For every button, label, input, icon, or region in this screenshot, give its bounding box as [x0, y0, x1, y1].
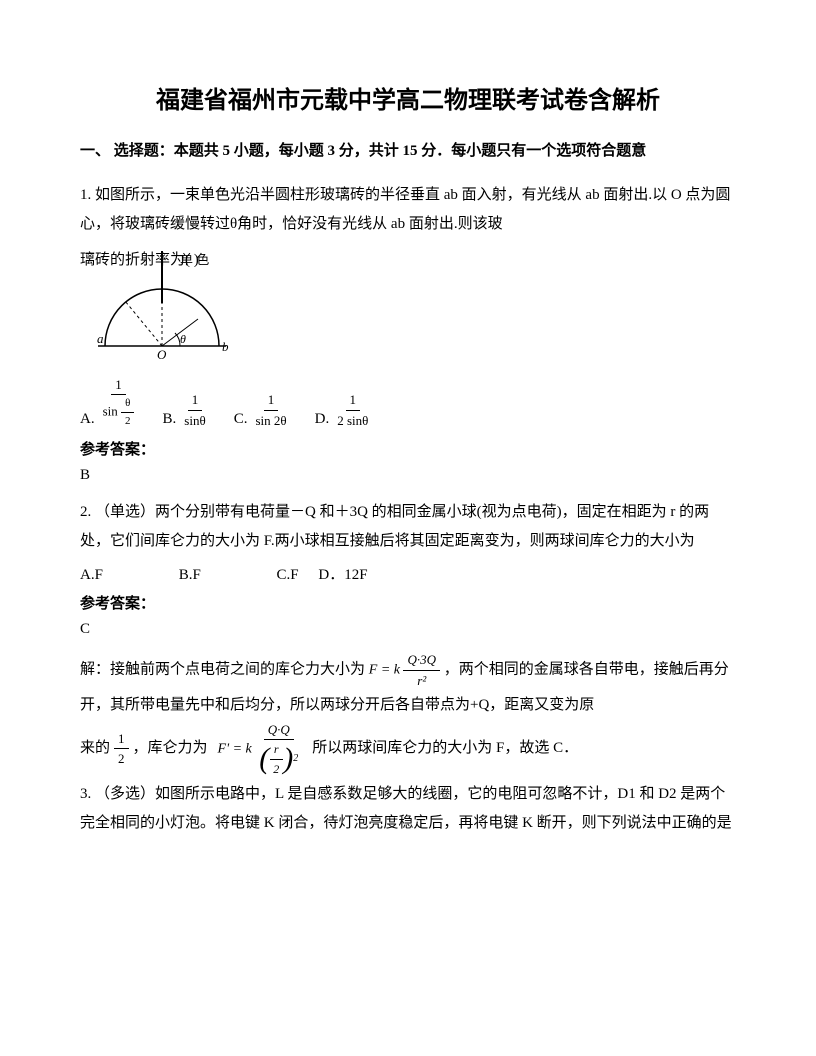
q2-answer: C [80, 621, 736, 638]
label-o: O [157, 347, 167, 362]
q2-explain-2: 来的 1 2 ，库仑力为 F' = k Q·Q ( r 2 ) 2 所以两球间库… [80, 722, 736, 776]
page-title: 福建省福州市元载中学高二物理联考试卷含解析 [80, 80, 736, 115]
q1-answer-label: 参考答案： [80, 438, 736, 459]
q1-choice-c: C. 1 sin 2θ [234, 392, 291, 428]
q2-answer-label: 参考答案： [80, 592, 736, 613]
label-theta: θ [180, 332, 186, 346]
q2-text: 2. （单选）两个分别带有电荷量－Q 和＋3Q 的相同金属小球(视为点电荷)，固… [80, 498, 736, 555]
formula-1: F = k Q·3Q r² [369, 652, 440, 688]
section-1-heading: 一、 选择题：本题共 5 小题，每小题 3 分，共计 15 分．每小题只有一个选… [80, 139, 736, 163]
q3-text: 3. （多选）如图所示电路中，L 是自感系数足够大的线圈，它的电阻可忽略不计，D… [80, 780, 736, 837]
label-top: 单 色 [180, 252, 209, 267]
q1-diagram: 单 色 a b O θ [80, 251, 250, 371]
q1-choices: A. 1 sin θ 2 B. 1 sinθ C. 1 sin 2θ D. 1 [80, 377, 736, 429]
q1-choice-a: A. 1 sin θ 2 [80, 377, 139, 429]
label-a: a [97, 331, 104, 346]
q1-answer: B [80, 467, 736, 484]
q2-choices: A.F B.F C.F D．12F [80, 563, 736, 584]
label-b: b [222, 339, 229, 354]
q1-choice-b: B. 1 sinθ [163, 392, 210, 428]
formula-2: F' = k Q·Q ( r 2 ) 2 [218, 722, 303, 776]
q1-choice-d: D. 1 2 sinθ [315, 392, 373, 428]
q2-explain: 解：接触前两个点电荷之间的库仑力大小为 F = k Q·3Q r² ，两个相同的… [80, 652, 736, 721]
q1-text-before: 1. 如图所示，一束单色光沿半圆柱形玻璃砖的半径垂直 ab 面入射，有光线从 a… [80, 181, 736, 238]
